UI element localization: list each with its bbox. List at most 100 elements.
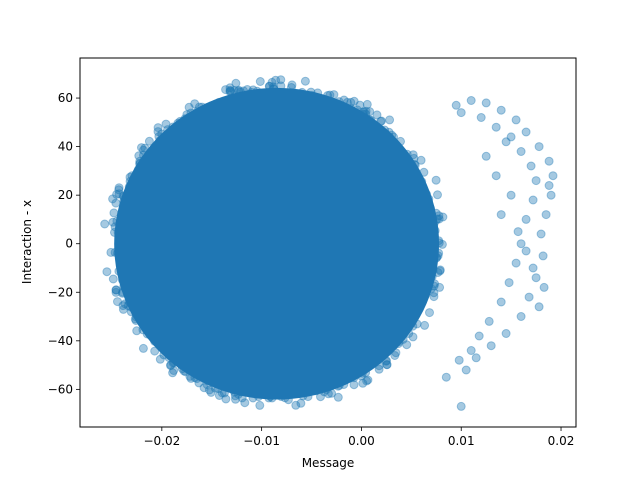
scatter-point [538, 251, 548, 261]
scatter-point [204, 385, 214, 395]
scatter-point [501, 137, 511, 147]
scatter-point [548, 171, 558, 181]
scatter-point [429, 292, 439, 302]
scatter-point [521, 127, 531, 137]
scatter-point [206, 387, 216, 397]
scatter-point [111, 287, 121, 297]
scatter-point [456, 108, 466, 118]
scatter-point [153, 123, 163, 133]
scatter-point [271, 75, 281, 85]
scatter-point [382, 360, 392, 370]
scatter-point [528, 195, 538, 205]
scatter-point [221, 394, 231, 404]
scatter-point [109, 208, 119, 218]
scatter-point [118, 301, 128, 311]
scatter-point [531, 273, 541, 283]
scatter-point [382, 360, 392, 370]
scatter-point [118, 304, 128, 314]
y-axis: −60 −40 −20 0 20 40 60 [48, 91, 80, 396]
scatter-point [486, 341, 496, 351]
scatter-point [504, 278, 514, 288]
scatter-point [169, 366, 179, 375]
scatter-point [511, 258, 521, 268]
scatter-point [231, 394, 240, 404]
scatter-point [390, 351, 400, 360]
scatter-point [433, 190, 442, 200]
y-tick-label: −60 [48, 382, 73, 396]
plot-frame [79, 57, 577, 428]
scatter-point [168, 368, 178, 378]
scatter-point [511, 115, 521, 125]
scatter-point [466, 346, 476, 355]
scatter-point [496, 105, 506, 115]
x-tick-label: 0.01 [448, 434, 475, 448]
x-tick-label: −0.02 [143, 434, 180, 448]
scatter-point [544, 181, 554, 190]
scatter-point [358, 378, 368, 388]
scatter-point [481, 98, 491, 108]
scatter-point [231, 78, 241, 88]
scatter-point [102, 267, 112, 277]
scatter-point [435, 282, 445, 292]
scatter-point [362, 376, 372, 386]
scatter-point [385, 115, 395, 125]
scatter-point [456, 401, 466, 411]
scatter-point [362, 99, 372, 109]
scatter-point [190, 99, 200, 109]
scatter-point [276, 75, 286, 85]
scatter-point [267, 77, 277, 87]
scatter-point [111, 285, 121, 295]
scatter-point [526, 161, 536, 171]
scatter-point [541, 210, 551, 220]
scatter-point [466, 96, 476, 105]
scatter-point [225, 85, 235, 95]
scatter-point [454, 355, 464, 365]
scatter-point [474, 331, 484, 341]
scatter-point [441, 372, 451, 382]
scatter-point [108, 194, 118, 204]
scatter-point [144, 136, 154, 146]
scatter-point [544, 156, 554, 166]
scatter-point [372, 110, 382, 120]
scatter-point [531, 176, 541, 186]
scatter-point [513, 227, 523, 237]
scatter-point [461, 365, 471, 375]
y-tick-label: 20 [58, 188, 73, 202]
dense-core [114, 87, 440, 400]
scatter-point [255, 400, 265, 410]
scatter-point [476, 113, 486, 122]
x-tick-label: 0.00 [348, 434, 375, 448]
scatter-point [225, 83, 235, 93]
scatter-point [524, 292, 534, 302]
scatter-point [199, 383, 209, 393]
scatter-point [451, 100, 461, 110]
scatter-point [481, 151, 491, 161]
scatter-point [496, 210, 506, 220]
scatter-point [506, 190, 516, 200]
scatter-point [132, 326, 142, 336]
scatter-point [296, 398, 306, 408]
scatter-point [291, 400, 301, 410]
scatter-point [521, 246, 531, 256]
scatter-point [484, 316, 494, 326]
scatter-point [155, 354, 165, 364]
y-axis-label: Interaction - x [20, 200, 34, 284]
scatter-point [114, 183, 124, 193]
scatter-point [111, 198, 121, 208]
scatter-point [516, 312, 526, 321]
scatter-point [355, 100, 365, 110]
scatter-point [108, 274, 118, 284]
scatter-point [539, 282, 549, 292]
scatter-point [471, 353, 481, 363]
scatter-point [491, 122, 501, 132]
scatter-point [184, 102, 194, 112]
scatter-point [536, 229, 546, 239]
scatter-point [516, 239, 526, 249]
scatter-point [112, 189, 122, 199]
scatter-point [491, 171, 501, 181]
scatter-point [255, 77, 265, 86]
points-layer [100, 75, 558, 411]
scatter-point [534, 302, 544, 312]
